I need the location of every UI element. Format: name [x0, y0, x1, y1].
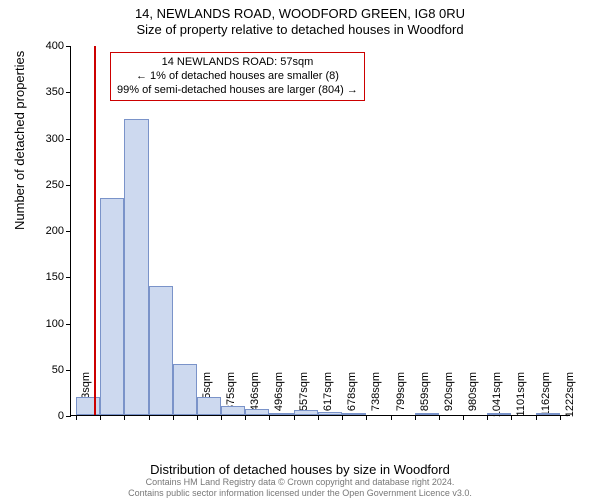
histogram-bar	[76, 397, 100, 416]
property-marker-line	[94, 46, 96, 415]
histogram-bar	[124, 119, 148, 415]
xtick-label: 920sqm	[443, 372, 455, 422]
ytick-mark	[66, 324, 71, 325]
annotation-line3: 99% of semi-detached houses are larger (…	[117, 84, 358, 98]
xtick-mark	[269, 415, 270, 420]
ytick-mark	[66, 277, 71, 278]
xtick-label: 1101sqm	[515, 372, 527, 422]
xtick-label: 738sqm	[370, 372, 382, 422]
xtick-mark	[100, 415, 101, 420]
xtick-label: 980sqm	[467, 372, 479, 422]
xtick-mark	[536, 415, 537, 420]
histogram-bar	[342, 413, 366, 415]
histogram-bar	[269, 413, 293, 415]
ytick-label: 50	[24, 364, 64, 376]
ytick-mark	[66, 416, 71, 417]
ytick-label: 350	[24, 86, 64, 98]
ytick-mark	[66, 231, 71, 232]
ytick-label: 100	[24, 318, 64, 330]
ytick-label: 400	[24, 40, 64, 52]
xtick-label: 799sqm	[395, 372, 407, 422]
histogram-bar	[173, 364, 197, 415]
histogram-bar	[487, 413, 511, 415]
histogram-bar	[245, 409, 269, 415]
xtick-mark	[415, 415, 416, 420]
xtick-label: 1222sqm	[564, 372, 576, 422]
histogram-bar	[536, 413, 560, 415]
xtick-mark	[560, 415, 561, 420]
xtick-mark	[245, 415, 246, 420]
xtick-mark	[366, 415, 367, 420]
xtick-mark	[149, 415, 150, 420]
histogram-bar	[415, 413, 439, 415]
ytick-mark	[66, 92, 71, 93]
xtick-mark	[318, 415, 319, 420]
footer-line1: Contains HM Land Registry data © Crown c…	[0, 477, 600, 487]
xtick-mark	[463, 415, 464, 420]
xtick-mark	[124, 415, 125, 420]
ytick-label: 300	[24, 133, 64, 145]
xtick-mark	[391, 415, 392, 420]
ytick-mark	[66, 139, 71, 140]
title-subtitle: Size of property relative to detached ho…	[0, 22, 600, 38]
annotation-line1: 14 NEWLANDS ROAD: 57sqm	[117, 56, 358, 70]
histogram-bar	[294, 410, 318, 415]
histogram-bar	[318, 412, 342, 415]
xtick-mark	[197, 415, 198, 420]
xtick-mark	[221, 415, 222, 420]
ytick-label: 150	[24, 271, 64, 283]
chart-title: 14, NEWLANDS ROAD, WOODFORD GREEN, IG8 0…	[0, 0, 600, 39]
title-address: 14, NEWLANDS ROAD, WOODFORD GREEN, IG8 0…	[0, 6, 600, 22]
ytick-mark	[66, 370, 71, 371]
xtick-mark	[173, 415, 174, 420]
histogram-bar	[100, 198, 124, 415]
xtick-mark	[342, 415, 343, 420]
chart-area: 05010015020025030035040013sqm73sqm133sqm…	[70, 46, 570, 416]
annotation-box: 14 NEWLANDS ROAD: 57sqm ← 1% of detached…	[110, 52, 365, 101]
histogram-bar	[149, 286, 173, 416]
footer: Contains HM Land Registry data © Crown c…	[0, 477, 600, 498]
xtick-mark	[439, 415, 440, 420]
ytick-label: 250	[24, 179, 64, 191]
xtick-mark	[294, 415, 295, 420]
footer-line2: Contains public sector information licen…	[0, 488, 600, 498]
ytick-mark	[66, 185, 71, 186]
xtick-mark	[487, 415, 488, 420]
xtick-mark	[76, 415, 77, 420]
ytick-label: 0	[24, 410, 64, 422]
annotation-line2: ← 1% of detached houses are smaller (8)	[117, 70, 358, 84]
plot-region: 05010015020025030035040013sqm73sqm133sqm…	[70, 46, 570, 416]
histogram-bar	[197, 397, 221, 416]
x-axis-label: Distribution of detached houses by size …	[0, 462, 600, 477]
ytick-mark	[66, 46, 71, 47]
histogram-bar	[221, 406, 245, 415]
xtick-mark	[511, 415, 512, 420]
ytick-label: 200	[24, 225, 64, 237]
